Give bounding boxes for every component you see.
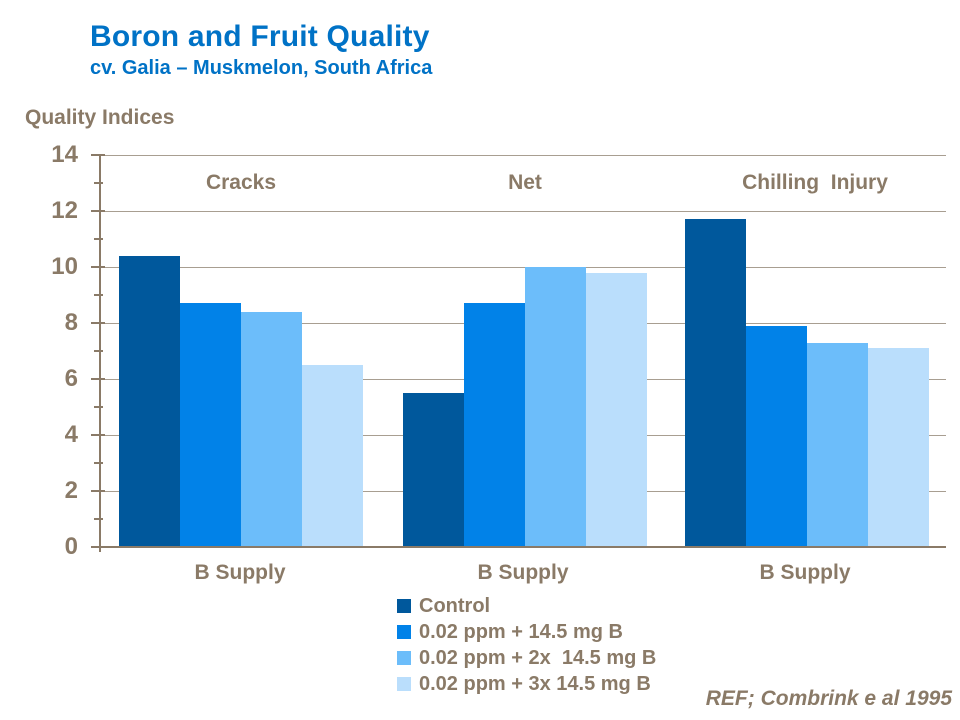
y-major-tick (91, 266, 105, 268)
bar (807, 343, 868, 547)
bar (868, 348, 929, 547)
bar (241, 312, 302, 547)
y-tick-label: 8 (64, 309, 78, 336)
y-minor-tick (94, 294, 103, 296)
slide-subtitle: cv. Galia – Muskmelon, South Africa (90, 57, 433, 79)
legend-swatch (397, 625, 411, 639)
legend-label: 0.02 ppm + 2x 14.5 mg B (419, 646, 657, 669)
y-major-tick (91, 210, 105, 212)
bar (403, 393, 464, 547)
bar (586, 273, 647, 547)
bar (746, 326, 807, 547)
slide-title: Boron and Fruit Quality (90, 20, 430, 53)
reference-text: REF; Combrink e al 1995 (705, 687, 952, 710)
y-major-tick (91, 546, 105, 548)
bar (180, 303, 241, 547)
y-major-tick (91, 378, 105, 380)
y-minor-tick (94, 238, 103, 240)
chart-title: Quality Indices (25, 106, 175, 129)
gridline (99, 267, 946, 268)
legend-label: 0.02 ppm + 14.5 mg B (419, 620, 623, 643)
y-tick-label: 2 (64, 477, 78, 504)
category-label: Chilling Injury (742, 171, 888, 194)
y-minor-tick (94, 182, 103, 184)
y-tick-label: 0 (64, 533, 78, 560)
legend-label: 0.02 ppm + 3x 14.5 mg B (419, 672, 651, 695)
y-tick-label: 6 (64, 365, 78, 392)
y-tick-label: 14 (51, 141, 78, 168)
y-minor-tick (94, 518, 103, 520)
y-axis-labels: 0 2 4 6 8 10 12 14 (30, 141, 78, 560)
category-label: Net (508, 171, 542, 194)
y-major-tick (91, 490, 105, 492)
bar (685, 219, 746, 547)
gridline (99, 155, 946, 156)
legend-item: Control (397, 593, 656, 619)
category-label: Cracks (205, 171, 277, 194)
legend-swatch (397, 599, 411, 613)
bar (302, 365, 363, 547)
bar (119, 256, 180, 547)
x-axis-label: B Supply (477, 561, 569, 584)
y-major-tick (91, 154, 105, 156)
x-axis-label: B Supply (759, 561, 851, 584)
y-major-tick (91, 322, 105, 324)
legend-item: 0.02 ppm + 3x 14.5 mg B (397, 671, 656, 697)
gridline (99, 211, 946, 212)
legend-swatch (397, 651, 411, 665)
y-axis-line (99, 155, 101, 552)
bar (464, 303, 525, 547)
legend-item: 0.02 ppm + 2x 14.5 mg B (397, 645, 656, 671)
legend-label: Control (419, 594, 491, 617)
y-tick-label: 4 (64, 421, 78, 448)
x-axis-label: B Supply (194, 561, 286, 584)
legend-item: 0.02 ppm + 14.5 mg B (397, 619, 656, 645)
x-axis-line (99, 546, 946, 548)
y-minor-tick (94, 406, 103, 408)
y-tick-label: 10 (51, 253, 78, 280)
legend: Control 0.02 ppm + 14.5 mg B 0.02 ppm + 2x… (397, 593, 656, 697)
y-tick-label: 12 (51, 197, 78, 224)
bar (525, 267, 586, 547)
y-minor-tick (94, 462, 103, 464)
y-minor-tick (94, 350, 103, 352)
legend-swatch (397, 677, 411, 691)
y-major-tick (91, 434, 105, 436)
plot-area: Cracks Net Chilling Injury B Supply B Supply… (91, 154, 946, 584)
